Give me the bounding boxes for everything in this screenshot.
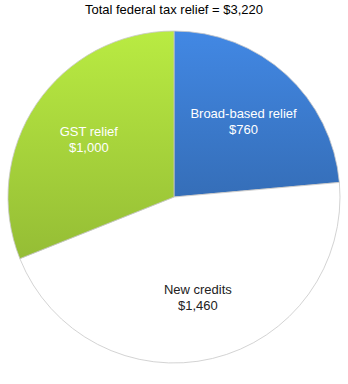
- data-label: $760: [229, 122, 258, 137]
- data-label: $1,000: [69, 140, 109, 155]
- slice-label: GST relief: [60, 124, 119, 139]
- pie: [8, 31, 340, 363]
- chart: Total federal tax relief = $3,220 Broad-b…: [0, 0, 348, 384]
- data-label: $1,460: [178, 298, 218, 313]
- slice: [8, 31, 174, 259]
- slice-label: Broad-based relief: [190, 106, 297, 121]
- title: Total federal tax relief = $3,220: [85, 2, 263, 17]
- labels: Broad-based relief$760 New credits$1,460 G…: [60, 106, 297, 313]
- slice: [174, 31, 339, 197]
- slice-label: New credits: [164, 282, 232, 297]
